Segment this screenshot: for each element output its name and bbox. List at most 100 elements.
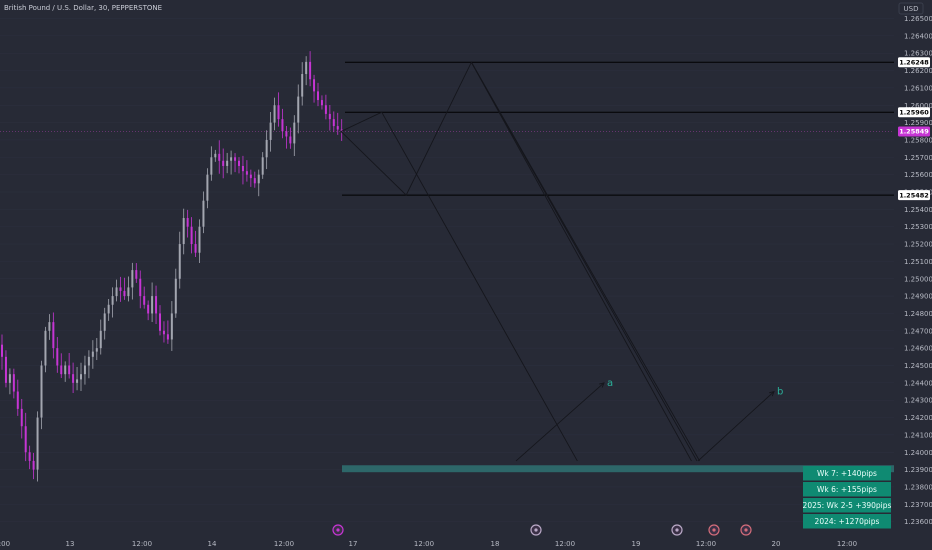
x-tick-label: 20 bbox=[772, 540, 781, 548]
candle-body bbox=[76, 379, 79, 383]
stats-row bbox=[803, 482, 891, 497]
y-tick-label: 1.23900 bbox=[904, 466, 932, 474]
candle-body bbox=[206, 174, 209, 201]
candle-body bbox=[245, 171, 248, 175]
candle-body bbox=[143, 296, 146, 305]
candle-body bbox=[139, 278, 142, 297]
candle-body bbox=[48, 322, 51, 331]
candle-body bbox=[210, 157, 213, 175]
candle-body bbox=[36, 417, 39, 470]
candle-body bbox=[16, 391, 19, 409]
candle-body bbox=[234, 157, 237, 161]
price-tags: 1.26248 1.25960 1.25849 1.25482 bbox=[898, 57, 930, 201]
event-flag-icon-dot bbox=[336, 528, 340, 532]
candle-body bbox=[214, 153, 217, 158]
projection-path bbox=[471, 62, 698, 462]
candle-body bbox=[83, 365, 86, 375]
price-tag-box bbox=[898, 107, 930, 118]
candle-body bbox=[178, 244, 181, 279]
candle-body bbox=[257, 174, 260, 184]
candle-body bbox=[162, 330, 165, 335]
projection-path bbox=[340, 61, 692, 462]
x-tick-label: 19 bbox=[632, 540, 641, 548]
candle-body bbox=[111, 296, 114, 305]
y-tick-label: 1.25200 bbox=[904, 241, 932, 249]
x-tick-label: 12:00 bbox=[132, 540, 152, 548]
x-tick-label: 12:00 bbox=[274, 540, 294, 548]
price-tag-label: 1.25960 bbox=[899, 108, 929, 116]
stats-row-label: Wk 7: +140pips bbox=[817, 469, 877, 478]
candle-body bbox=[202, 200, 205, 227]
y-tick-label: 1.24100 bbox=[904, 431, 932, 439]
y-tick-label: 1.24900 bbox=[904, 293, 932, 301]
candle-body bbox=[119, 287, 122, 291]
price-tag-box bbox=[898, 57, 930, 68]
currency-badge[interactable]: USD bbox=[898, 2, 924, 15]
candle-body bbox=[1, 344, 3, 357]
wave-label-b: b bbox=[777, 387, 783, 398]
candle-body bbox=[297, 96, 300, 123]
x-tick-label: 12:00 bbox=[414, 540, 434, 548]
candle-body bbox=[12, 374, 15, 392]
candle-body bbox=[328, 113, 331, 120]
event-icons[interactable] bbox=[332, 524, 752, 536]
x-tick-label: 12:00 bbox=[555, 540, 575, 548]
wave-arrowhead bbox=[599, 382, 605, 388]
candle-body bbox=[80, 374, 82, 380]
candle-body bbox=[99, 330, 102, 349]
event-flag-icon-dot bbox=[712, 528, 716, 532]
event-flag-icon-dot bbox=[675, 528, 679, 532]
candle-body bbox=[324, 105, 327, 114]
candle-body bbox=[52, 322, 55, 349]
y-tick-label: 1.26100 bbox=[904, 84, 932, 92]
y-tick-label: 1.25600 bbox=[904, 171, 932, 179]
candle-body bbox=[72, 374, 75, 383]
wave-line bbox=[515, 382, 605, 462]
candle-body bbox=[190, 226, 193, 245]
time-axis[interactable]: 12:00 13 12:00 14 12:00 17 12:00 18 12:00 19 12:00… bbox=[0, 540, 857, 548]
candle-body bbox=[273, 105, 276, 123]
stats-row-label: 2024: +1270pips bbox=[815, 517, 880, 526]
candle-body bbox=[293, 122, 296, 144]
y-tick-label: 1.25000 bbox=[904, 275, 932, 283]
candle-body bbox=[249, 174, 252, 179]
candle-body bbox=[226, 160, 229, 166]
y-tick-label: 1.25100 bbox=[904, 258, 932, 266]
y-tick-label: 1.23800 bbox=[904, 483, 932, 491]
y-tick-label: 1.24400 bbox=[904, 379, 932, 387]
candle-body bbox=[44, 330, 47, 366]
price-tag-box bbox=[898, 126, 930, 137]
candle-body bbox=[301, 74, 304, 97]
price-tag-label: 1.26248 bbox=[899, 59, 929, 67]
y-tick-label: 1.25700 bbox=[904, 154, 932, 162]
candle-body bbox=[20, 408, 23, 427]
candle-body bbox=[68, 365, 71, 375]
candle-body bbox=[123, 290, 126, 297]
wave-arrowhead bbox=[769, 390, 775, 397]
candle-body bbox=[8, 374, 11, 383]
candle-body bbox=[166, 334, 169, 340]
candle-body bbox=[241, 165, 244, 172]
candle-body bbox=[218, 153, 221, 161]
candle-body bbox=[285, 131, 288, 137]
candle-body bbox=[265, 139, 268, 158]
wave-line bbox=[697, 391, 775, 462]
x-tick-label: 14 bbox=[208, 540, 217, 548]
y-tick-label: 1.23700 bbox=[904, 501, 932, 509]
x-tick-label: 17 bbox=[349, 540, 358, 548]
stats-row bbox=[803, 498, 891, 513]
y-tick-label: 1.26300 bbox=[904, 50, 932, 58]
candle-body bbox=[253, 178, 256, 184]
candle-body bbox=[40, 365, 43, 418]
candle-body bbox=[24, 426, 27, 453]
candle-body bbox=[198, 226, 201, 253]
candles bbox=[1, 51, 343, 482]
candle-body bbox=[107, 304, 110, 314]
candle-body bbox=[4, 356, 7, 383]
target-zone bbox=[342, 465, 894, 473]
candle-body bbox=[91, 351, 94, 357]
y-tick-label: 1.24200 bbox=[904, 414, 932, 422]
candle-body bbox=[313, 79, 316, 92]
candle-body bbox=[170, 313, 173, 340]
